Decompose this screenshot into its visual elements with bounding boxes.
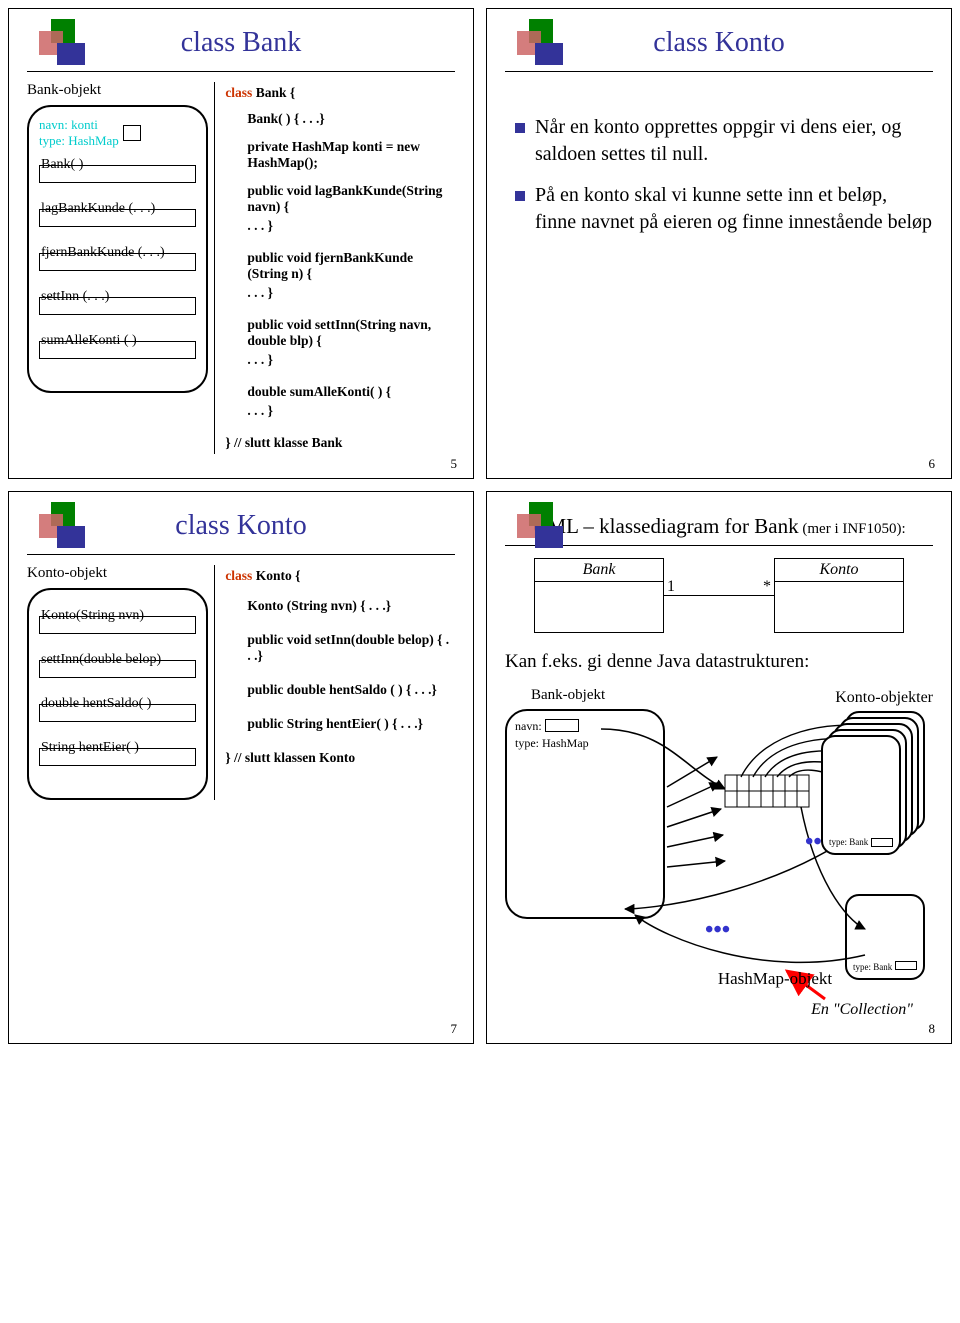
method-row: Bank( )	[39, 157, 196, 183]
uml-class-bank: Bank	[534, 558, 664, 633]
code-block: class Konto { Konto (String nvn) { . . .…	[215, 565, 455, 800]
method-row: Konto(String nvn)	[39, 608, 196, 634]
code-block: class Bank { Bank( ) { . . .} private Ha…	[215, 82, 455, 454]
attr-type: type: HashMap	[39, 133, 119, 149]
uml-diagram: Bank 1* Konto	[505, 558, 933, 633]
attr-row: navn: konti type: HashMap	[39, 117, 196, 149]
konto-label: Konto-objekter	[835, 689, 933, 707]
bullet-item: Når en konto opprettes oppgir vi dens ei…	[515, 114, 933, 168]
method-row: String hentEier( )	[39, 740, 196, 766]
method-row: double hentSaldo( )	[39, 696, 196, 722]
attr-name: navn: konti	[39, 117, 119, 133]
konto-single: type: Bank	[845, 894, 925, 980]
slide-8: UML – klassediagram for Bank (mer i INF1…	[486, 491, 952, 1044]
bullet-icon	[515, 191, 525, 201]
divider	[27, 554, 455, 555]
divider	[505, 71, 933, 72]
method-row: settInn(double belop)	[39, 652, 196, 678]
page-number: 6	[929, 456, 936, 472]
object-box: Konto(String nvn) settInn(double belop) …	[27, 588, 208, 800]
divider	[27, 71, 455, 72]
bullet-list: Når en konto opprettes oppgir vi dens ei…	[505, 114, 933, 236]
uml-class-konto: Konto	[774, 558, 904, 633]
page-number: 7	[451, 1021, 458, 1037]
attr-value-box	[123, 125, 141, 141]
logo-icon	[23, 17, 97, 69]
logo-icon	[23, 500, 97, 552]
bullet-icon	[515, 123, 525, 133]
bullet-item: På en konto skal vi kunne sette inn et b…	[515, 182, 933, 236]
page-number: 5	[451, 456, 458, 472]
slide-6: class Konto Når en konto opprettes oppgi…	[486, 8, 952, 479]
collection-label: En "Collection"	[811, 1001, 913, 1019]
method-row: sumAlleKonti ( )	[39, 333, 196, 359]
logo-icon	[501, 17, 575, 69]
method-row: settInn (. . .)	[39, 289, 196, 315]
object-label: Bank-objekt	[27, 82, 208, 99]
logo-icon	[501, 500, 575, 552]
object-box: navn: konti type: HashMap Bank( ) lagBan…	[27, 105, 208, 393]
subtitle: Kan f.eks. gi denne Java datastrukturen:	[505, 651, 933, 673]
left-column: Bank-objekt navn: konti type: HashMap Ba…	[27, 82, 215, 454]
object-label: Konto-objekt	[27, 565, 208, 582]
uml-association: 1*	[664, 595, 774, 596]
method-row: lagBankKunde (. . .)	[39, 201, 196, 227]
ellipsis-icon: •••	[705, 917, 730, 944]
slide-7: class Konto Konto-objekt Konto(String nv…	[8, 491, 474, 1044]
slide-5: class Bank Bank-objekt navn: konti type:…	[8, 8, 474, 479]
page-number: 8	[929, 1021, 936, 1037]
data-structure-diagram: Bank-objekt navn: type: HashMap	[505, 679, 933, 1019]
method-row: fjernBankKunde (. . .)	[39, 245, 196, 271]
left-column: Konto-objekt Konto(String nvn) settInn(d…	[27, 565, 215, 800]
hashmap-label: HashMap-objekt	[710, 969, 840, 989]
